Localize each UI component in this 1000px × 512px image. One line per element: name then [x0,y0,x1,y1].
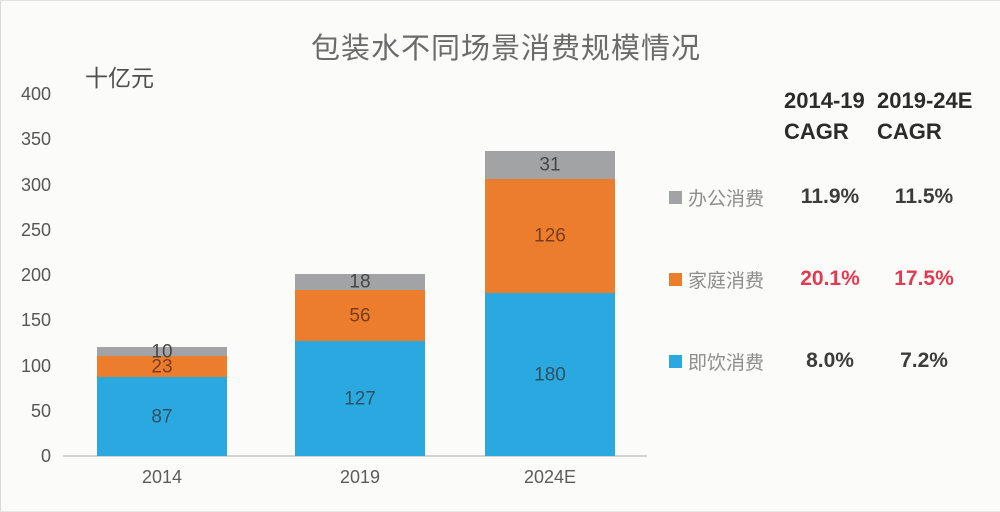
y-tick-label: 150 [20,310,51,331]
bar-segment-value-label: 180 [534,364,566,386]
y-tick-label: 100 [20,355,51,376]
cagr-column-header-2019-24e: 2019-24E CAGR [877,85,977,147]
legend-swatch-office [669,190,682,204]
x-axis-category-label: 2019 [339,467,381,487]
y-tick-label: 200 [20,265,51,285]
bar-segment-value-label: 18 [349,271,371,293]
cagr-value-2014-19: 11.9% [800,185,860,208]
bar-segment-value-label: 56 [349,305,371,327]
y-tick-label: 0 [40,446,51,466]
bar-segment-value-label: 126 [534,225,566,247]
cagr-value-2019-24e: 11.5% [894,185,954,208]
bar-segment-value-label: 31 [539,154,561,176]
bar-segment-value-label: 87 [151,406,173,428]
bar-segment-value-label: 127 [344,388,376,410]
legend-swatch-household [669,272,682,286]
cagr-header-line: CAGR [784,119,849,144]
y-tick-label: 400 [20,84,51,104]
cagr-value-2014-19: 20.1% [800,267,860,290]
cagr-header-line: 2014-19 [784,88,865,113]
bar-segment: 10 [97,342,227,361]
y-axis-unit-label: 十亿元 [85,65,154,91]
cagr-header-line: CAGR [877,119,942,144]
y-tick-label: 250 [20,219,51,240]
bar-segment: 180 [485,293,615,456]
bar-segment: 31 [485,151,615,180]
x-axis-category-label: 2024E [523,467,577,487]
legend-row-ready-to-drink: 即饮消费 8.0% 7.2% [669,345,979,377]
y-tick-label: 300 [20,174,51,195]
bar-segment: 56 [295,290,425,342]
bar-segment-value-label: 23 [151,356,173,378]
cagr-value-2019-24e: 17.5% [894,267,954,290]
y-tick-label: 350 [20,129,51,150]
bar-segment: 87 [97,377,227,456]
bar-segment: 127 [295,341,425,456]
bar-segment: 126 [485,179,615,294]
x-axis-line [63,455,647,457]
x-axis-category-label: 2014 [141,467,183,487]
legend-label: 办公消费 [688,188,765,210]
bar-segment-value-label: 10 [151,341,173,363]
legend-label: 即饮消费 [688,352,765,374]
legend-row-household: 家庭消费 20.1% 17.5% [669,263,979,295]
chart-title: 包装水不同场景消费规模情况 [310,33,701,65]
legend-row-office: 办公消费 11.9% 11.5% [669,181,979,213]
legend-swatch-ready-to-drink [669,354,682,368]
cagr-value-2019-24e: 7.2% [900,349,948,372]
cagr-header-line: 2019-24E [877,88,973,113]
bar-segment: 23 [97,356,227,378]
cagr-value-2014-19: 8.0% [806,349,854,372]
cagr-column-header-2014-19: 2014-19 CAGR [784,85,876,147]
legend-label: 家庭消费 [688,270,765,292]
bar-segment: 18 [295,271,425,293]
y-tick-label: 50 [30,400,51,421]
